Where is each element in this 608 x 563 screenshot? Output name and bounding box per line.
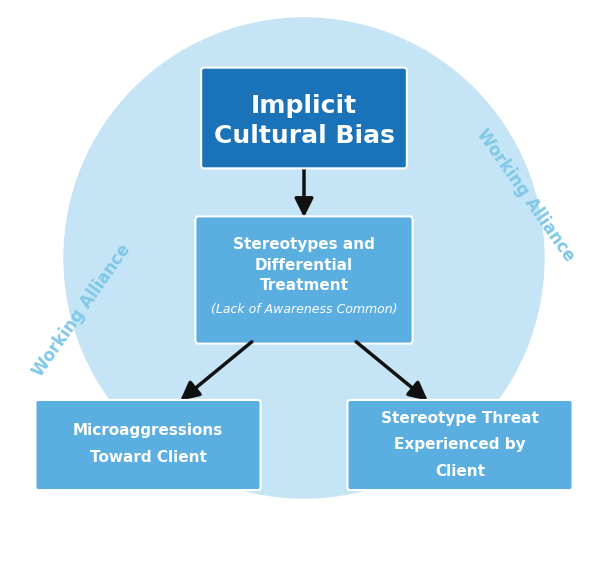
Text: Experienced by: Experienced by [394, 437, 526, 453]
Circle shape [64, 18, 544, 498]
Text: Treatment: Treatment [260, 278, 348, 293]
Text: Working Alliance: Working Alliance [474, 126, 578, 265]
Text: Stereotype Threat: Stereotype Threat [381, 412, 539, 427]
Text: Cultural Bias: Cultural Bias [213, 124, 395, 148]
Text: Differential: Differential [255, 257, 353, 272]
FancyBboxPatch shape [195, 216, 413, 343]
FancyBboxPatch shape [347, 400, 573, 490]
Text: Implicit: Implicit [251, 94, 357, 118]
FancyBboxPatch shape [201, 68, 407, 168]
Text: Microaggressions: Microaggressions [73, 423, 223, 439]
FancyBboxPatch shape [35, 400, 261, 490]
Text: (Lack of Awareness Common): (Lack of Awareness Common) [211, 303, 397, 316]
Text: Toward Client: Toward Client [89, 449, 207, 464]
Text: Stereotypes and: Stereotypes and [233, 238, 375, 252]
Text: Client: Client [435, 463, 485, 479]
Text: Working Alliance: Working Alliance [30, 240, 134, 379]
